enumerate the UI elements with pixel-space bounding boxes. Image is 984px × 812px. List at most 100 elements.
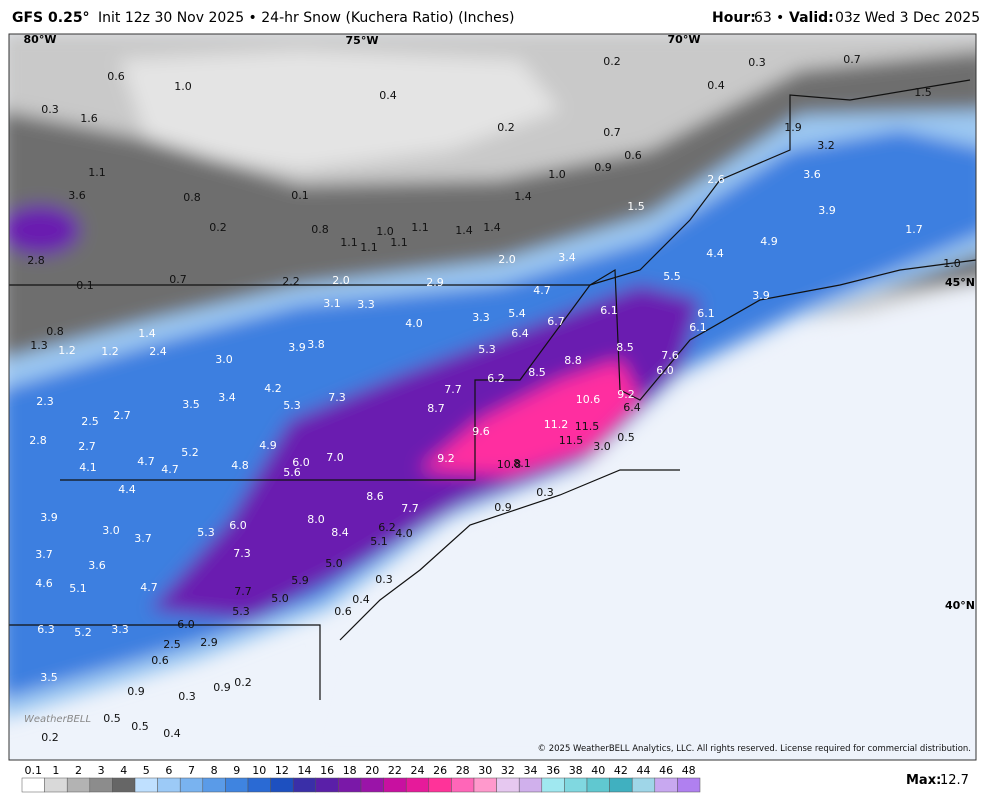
model-name: GFS 0.25° bbox=[12, 10, 90, 26]
snow-value: 1.7 bbox=[905, 223, 923, 236]
snow-value: 3.4 bbox=[218, 391, 236, 404]
colorbar-label: 34 bbox=[524, 764, 538, 777]
colorbar-swatch bbox=[518, 777, 543, 793]
snow-value: 0.4 bbox=[379, 89, 397, 102]
snow-value: 3.2 bbox=[817, 139, 835, 152]
snow-value: 2.6 bbox=[707, 173, 725, 186]
snow-value: 7.0 bbox=[326, 451, 344, 464]
colorbar-swatch bbox=[179, 777, 204, 793]
snow-value: 3.4 bbox=[558, 251, 576, 264]
snow-value: 11.5 bbox=[575, 420, 600, 433]
colorbar-label: 3 bbox=[98, 764, 105, 777]
snow-value: 0.2 bbox=[234, 676, 252, 689]
colorbar-label: 48 bbox=[682, 764, 696, 777]
snow-value: 6.0 bbox=[229, 519, 247, 532]
snow-value: 3.5 bbox=[40, 671, 58, 684]
snow-value: 8.1 bbox=[513, 457, 531, 470]
hour-value: 63 bbox=[754, 10, 772, 26]
colorbar-swatch bbox=[202, 777, 226, 793]
colorbar-swatch bbox=[315, 777, 339, 793]
snow-value: 3.7 bbox=[134, 532, 152, 545]
snow-value: 3.6 bbox=[68, 189, 86, 202]
snow-value: 5.3 bbox=[283, 399, 301, 412]
snow-value: 0.6 bbox=[151, 654, 169, 667]
snow-fields bbox=[9, 34, 976, 760]
snow-value: 3.0 bbox=[102, 524, 120, 537]
snow-value: 9.6 bbox=[472, 425, 490, 438]
snow-value: 1.4 bbox=[138, 327, 156, 340]
snow-value: 0.1 bbox=[76, 279, 94, 292]
snow-value: 1.2 bbox=[58, 344, 76, 357]
colorbar-swatch bbox=[44, 777, 68, 793]
colorbar-label: 38 bbox=[569, 764, 583, 777]
snow-value: 1.5 bbox=[914, 86, 932, 99]
snow-value: 9.2 bbox=[437, 452, 455, 465]
snow-value: 7.7 bbox=[444, 383, 462, 396]
snow-value: 6.0 bbox=[656, 364, 674, 377]
snow-value: 4.4 bbox=[118, 483, 136, 496]
snow-value: 1.1 bbox=[390, 236, 408, 249]
snow-value: 0.3 bbox=[536, 486, 554, 499]
snow-value: 1.0 bbox=[548, 168, 566, 181]
snow-value: 3.8 bbox=[307, 338, 325, 351]
snow-value: 8.5 bbox=[528, 366, 546, 379]
snow-value: 1.0 bbox=[376, 225, 394, 238]
snow-value: 0.2 bbox=[41, 731, 59, 744]
snow-value: 8.4 bbox=[331, 526, 349, 539]
snow-value: 0.5 bbox=[131, 720, 149, 733]
snow-value: 6.4 bbox=[511, 327, 529, 340]
coast-line bbox=[589, 259, 976, 401]
snow-value: 1.1 bbox=[360, 241, 378, 254]
snow-value: 0.3 bbox=[748, 56, 766, 69]
colorbar-swatch bbox=[473, 777, 497, 793]
snow-value: 0.3 bbox=[41, 103, 59, 116]
snow-value: 3.3 bbox=[472, 311, 490, 324]
colorbar-label: 40 bbox=[591, 764, 605, 777]
colorbar-swatch bbox=[360, 777, 384, 793]
colorbar-label: 0.1 bbox=[25, 764, 43, 777]
snow-value: 2.2 bbox=[282, 275, 300, 288]
no-snow-field bbox=[300, 283, 976, 760]
snow-value: 8.5 bbox=[616, 341, 634, 354]
snow-value: 1.9 bbox=[784, 121, 802, 134]
colorbar-label: 8 bbox=[211, 764, 218, 777]
colorbar-label: 1 bbox=[52, 764, 59, 777]
snow-value: 7.3 bbox=[328, 391, 346, 404]
snow-value: 10.8 bbox=[497, 458, 522, 471]
map-frame bbox=[8, 33, 977, 761]
snow-value: 4.7 bbox=[140, 581, 158, 594]
max-label: Max: bbox=[906, 773, 941, 788]
colorbar-label: 36 bbox=[546, 764, 560, 777]
colorbar-label: 30 bbox=[478, 764, 492, 777]
hour-label: Hour: bbox=[712, 10, 756, 26]
snow-value: 1.3 bbox=[30, 339, 48, 352]
snow-value: 3.7 bbox=[35, 548, 53, 561]
valid-label: Valid: bbox=[789, 10, 834, 26]
snow-value: 4.8 bbox=[231, 459, 249, 472]
snow-value: 0.8 bbox=[183, 191, 201, 204]
colorbar-swatch bbox=[654, 777, 678, 793]
snow-value: 0.8 bbox=[311, 223, 329, 236]
colorbar-label: 32 bbox=[501, 764, 515, 777]
snow-value: 6.2 bbox=[487, 372, 505, 385]
snow-value: 1.2 bbox=[101, 345, 119, 358]
coast-line bbox=[339, 469, 680, 641]
colorbar-swatch bbox=[157, 777, 181, 793]
snow-value: 0.9 bbox=[127, 685, 145, 698]
colorbar-label: 10 bbox=[252, 764, 266, 777]
snow-value: 6.0 bbox=[292, 456, 310, 469]
snow-value: 4.4 bbox=[706, 247, 724, 260]
colorbar-swatch bbox=[66, 777, 91, 793]
snow-value: 2.3 bbox=[36, 395, 54, 408]
snow-value: 5.1 bbox=[69, 582, 87, 595]
snow-value: 0.9 bbox=[213, 681, 231, 694]
snow-value: 2.0 bbox=[498, 253, 516, 266]
snow-value: 5.2 bbox=[74, 626, 92, 639]
colorbar-swatch bbox=[225, 777, 249, 793]
snow-value: 7.7 bbox=[234, 585, 252, 598]
snow-value: 0.3 bbox=[375, 573, 393, 586]
colorbar-label: 5 bbox=[143, 764, 150, 777]
snow-value: 6.1 bbox=[600, 304, 618, 317]
snow-value: 5.4 bbox=[508, 307, 526, 320]
border-line bbox=[9, 79, 971, 286]
